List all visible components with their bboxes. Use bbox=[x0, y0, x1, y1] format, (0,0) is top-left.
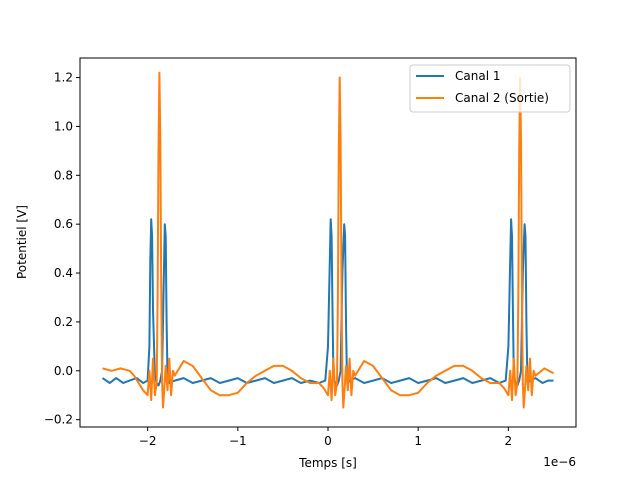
x-axis-label: Temps [s] bbox=[298, 456, 357, 470]
x-tick-label: −2 bbox=[139, 434, 157, 448]
y-axis-ticks: −0.2 0.0 0.2 0.4 0.6 0.8 1.0 1.2 bbox=[44, 71, 80, 427]
y-axis-label: Potentiel [V] bbox=[15, 205, 29, 279]
x-tick-label: −1 bbox=[229, 434, 247, 448]
series-layer bbox=[101, 71, 554, 409]
y-tick-label: 0.8 bbox=[54, 168, 73, 182]
y-tick-label: 0.4 bbox=[54, 266, 73, 280]
y-tick-label: 1.2 bbox=[54, 71, 73, 85]
legend-box bbox=[409, 64, 571, 113]
x-tick-label: 2 bbox=[505, 434, 513, 448]
legend-label-canal-2: Canal 2 (Sortie) bbox=[455, 91, 549, 105]
x-tick-label: 0 bbox=[324, 434, 332, 448]
series-line-2 bbox=[102, 71, 554, 409]
legend: Canal 1 Canal 2 (Sortie) bbox=[409, 64, 571, 113]
x-offset-text: 1e−6 bbox=[543, 455, 576, 469]
x-tick-label: 1 bbox=[414, 434, 422, 448]
y-tick-label: 1.0 bbox=[54, 119, 73, 133]
y-tick-label: 0.2 bbox=[54, 315, 73, 329]
y-tick-label: 0.6 bbox=[54, 217, 73, 231]
x-axis-ticks: −2 −1 0 1 2 bbox=[139, 427, 512, 448]
y-tick-label: −0.2 bbox=[44, 413, 73, 427]
y-tick-label: 0.0 bbox=[54, 364, 73, 378]
legend-label-canal-1: Canal 1 bbox=[455, 69, 500, 83]
